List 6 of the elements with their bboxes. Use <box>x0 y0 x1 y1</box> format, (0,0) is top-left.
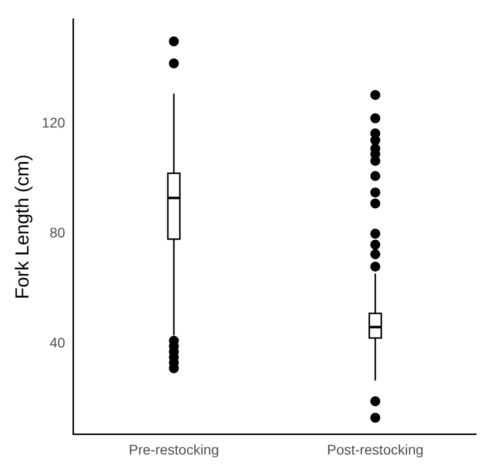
x-tick-label: Pre-restocking <box>128 441 219 458</box>
y-tick-label: 120 <box>42 114 66 131</box>
y-axis-title: Fork Length (cm) <box>12 154 34 300</box>
y-tick-label: 40 <box>50 334 66 350</box>
y-tick-label: 80 <box>50 224 66 241</box>
x-tick-label: Post-restocking <box>327 441 424 458</box>
